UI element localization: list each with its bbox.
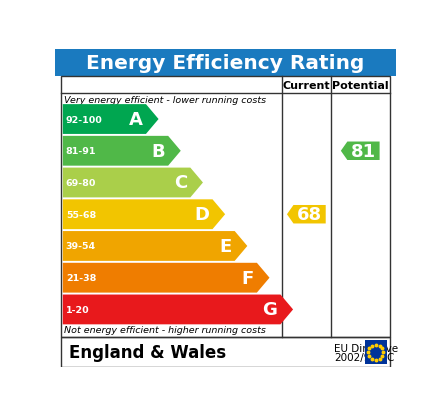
Polygon shape xyxy=(63,295,293,325)
Polygon shape xyxy=(63,232,247,261)
Text: 21-38: 21-38 xyxy=(66,273,96,282)
Text: 68: 68 xyxy=(297,206,322,224)
Text: F: F xyxy=(242,269,254,287)
Polygon shape xyxy=(63,137,181,166)
Text: 55-68: 55-68 xyxy=(66,210,96,219)
Polygon shape xyxy=(63,263,269,293)
Text: 2002/91/EC: 2002/91/EC xyxy=(334,352,394,362)
Text: D: D xyxy=(194,206,209,224)
Text: Very energy efficient - lower running costs: Very energy efficient - lower running co… xyxy=(64,96,267,104)
Bar xyxy=(55,50,396,77)
Text: 81-91: 81-91 xyxy=(66,147,96,156)
Text: 39-54: 39-54 xyxy=(66,242,96,251)
Text: Not energy efficient - higher running costs: Not energy efficient - higher running co… xyxy=(64,325,266,334)
Text: Energy Efficiency Rating: Energy Efficiency Rating xyxy=(86,54,365,73)
Text: Current: Current xyxy=(282,81,330,90)
Text: 81: 81 xyxy=(351,142,376,160)
Text: G: G xyxy=(263,301,277,319)
Bar xyxy=(61,77,390,337)
Polygon shape xyxy=(63,105,158,135)
Text: B: B xyxy=(151,142,165,160)
Text: Potential: Potential xyxy=(332,81,389,90)
Polygon shape xyxy=(287,206,326,224)
Bar xyxy=(365,340,387,365)
Text: A: A xyxy=(129,111,143,129)
Polygon shape xyxy=(341,142,380,161)
Text: 1-20: 1-20 xyxy=(66,305,89,314)
Text: C: C xyxy=(174,174,187,192)
Polygon shape xyxy=(63,168,203,198)
Polygon shape xyxy=(63,200,225,230)
Bar xyxy=(61,337,390,368)
Text: 69-80: 69-80 xyxy=(66,178,96,188)
Text: England & Wales: England & Wales xyxy=(69,343,226,361)
Text: 92-100: 92-100 xyxy=(66,115,103,124)
Text: EU Directive: EU Directive xyxy=(334,343,398,354)
Text: E: E xyxy=(220,237,231,255)
